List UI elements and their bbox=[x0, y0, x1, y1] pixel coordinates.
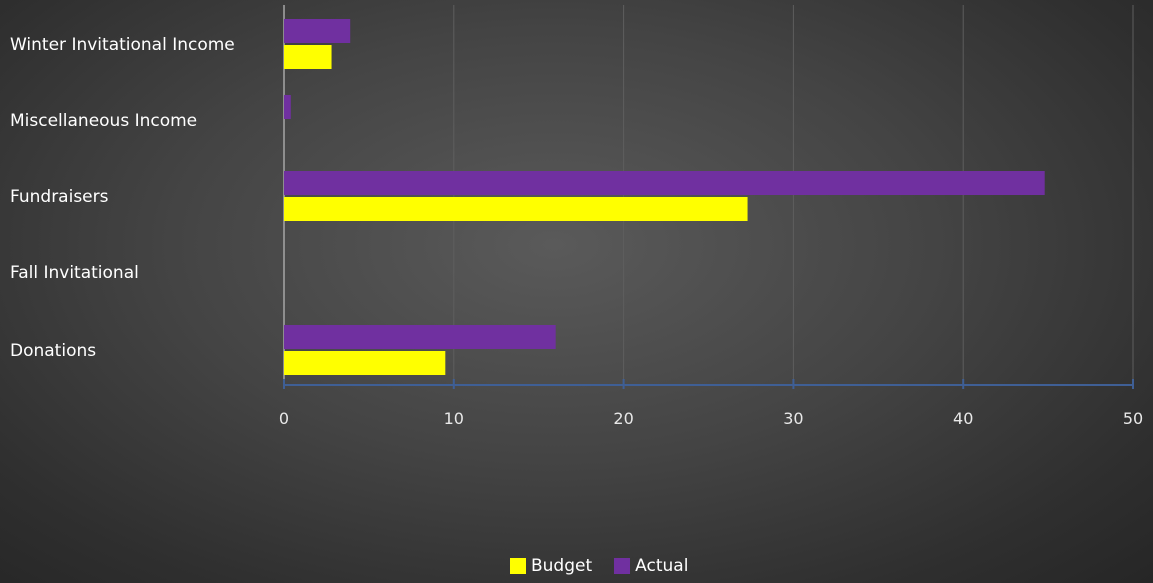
legend-swatch-actual bbox=[614, 558, 631, 574]
x-tick-label-40: 40 bbox=[953, 409, 973, 428]
bar-budget-donations bbox=[284, 351, 446, 375]
legend-item-budget: Budget bbox=[510, 556, 592, 576]
category-label-donations: Donations bbox=[10, 341, 96, 361]
legend-label-actual: Actual bbox=[635, 556, 689, 576]
x-tick-label-0: 0 bbox=[279, 409, 289, 428]
category-label-fall-invitational: Fall Invitational bbox=[10, 263, 139, 283]
legend-swatch-budget bbox=[510, 558, 526, 574]
bar-actual-fundraisers bbox=[284, 171, 1045, 195]
bar-budget-fundraisers bbox=[284, 197, 748, 221]
bar-actual-miscellaneous-income bbox=[284, 95, 291, 119]
bar-actual-donations bbox=[284, 325, 556, 349]
x-tick-label-20: 20 bbox=[613, 409, 633, 428]
bar-actual-winter-invitational-income bbox=[284, 19, 351, 43]
category-label-miscellaneous-income: Miscellaneous Income bbox=[10, 111, 197, 131]
x-tick-label-10: 10 bbox=[444, 409, 464, 428]
legend: Budget Actual bbox=[510, 556, 688, 576]
legend-item-actual: Actual bbox=[614, 556, 688, 576]
category-label-winter-invitational-income: Winter Invitational Income bbox=[10, 35, 235, 55]
legend-label-budget: Budget bbox=[531, 556, 593, 576]
bar-budget-winter-invitational-income bbox=[284, 45, 332, 69]
x-tick-label-50: 50 bbox=[1123, 409, 1143, 428]
category-label-fundraisers: Fundraisers bbox=[10, 187, 109, 207]
x-tick-label-30: 30 bbox=[783, 409, 803, 428]
